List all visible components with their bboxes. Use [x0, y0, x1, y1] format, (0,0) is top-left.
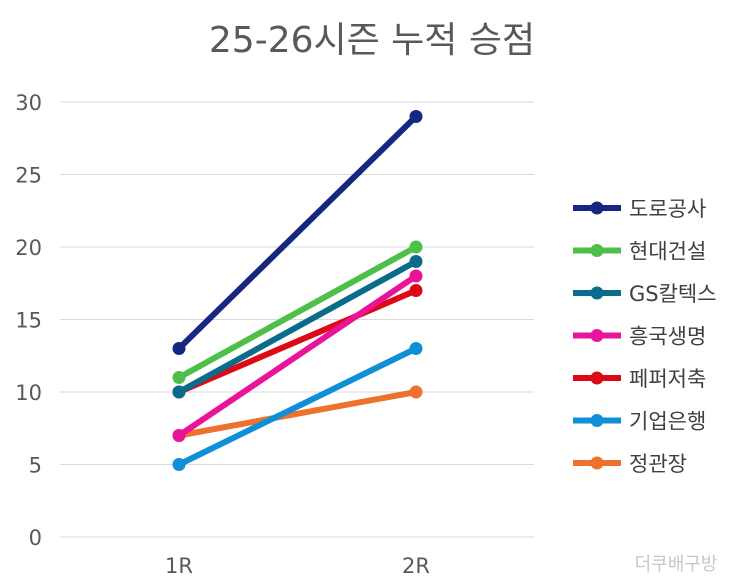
legend-label: 도로공사	[629, 197, 706, 221]
legend-swatch-marker	[590, 244, 604, 257]
series-lines	[172, 110, 423, 471]
legend-label: 기업은행	[629, 410, 706, 434]
data-point	[409, 342, 423, 355]
y-tick-label: 15	[15, 309, 42, 333]
y-tick-label: 30	[15, 91, 42, 115]
legend-label: 흥국생명	[629, 325, 706, 349]
series-line	[176, 113, 419, 352]
x-tick-label: 2R	[402, 554, 430, 578]
legend-label: 페퍼저축	[629, 367, 706, 391]
legend-swatch-marker	[590, 286, 604, 300]
legend-swatch-marker	[590, 329, 604, 342]
data-point	[409, 110, 423, 123]
data-point	[172, 371, 186, 384]
legend-label: 현대건설	[629, 240, 706, 264]
series-line	[176, 258, 419, 395]
x-axis: 1R 2R	[165, 554, 430, 578]
series-line	[176, 273, 419, 439]
legend-swatch-marker	[590, 201, 604, 215]
series-line	[176, 389, 419, 439]
data-point	[409, 269, 423, 283]
series-line	[176, 345, 419, 468]
y-tick-label: 10	[15, 381, 42, 405]
data-point	[172, 385, 186, 399]
legend-label: 정관장	[629, 452, 687, 476]
data-point	[409, 240, 423, 254]
series-line	[176, 244, 419, 381]
grid	[60, 101, 534, 538]
x-tick-label: 1R	[165, 554, 193, 578]
legend-label: GS칼텍스	[629, 282, 717, 306]
y-axis: 0 5 10 15 20 25 30	[15, 91, 42, 550]
data-point	[409, 284, 423, 297]
data-point	[172, 429, 186, 442]
y-tick-label: 25	[15, 164, 42, 188]
chart-title: 25-26시즌 누적 승점	[209, 20, 535, 61]
data-point	[409, 255, 423, 268]
y-tick-label: 0	[29, 526, 42, 550]
data-point	[409, 385, 423, 399]
legend-swatch-marker	[590, 456, 604, 470]
y-tick-label: 5	[29, 454, 42, 478]
data-point	[172, 342, 186, 355]
legend-swatch-marker	[590, 414, 604, 427]
legend-swatch-marker	[590, 371, 604, 385]
data-point	[172, 458, 186, 471]
y-tick-label: 20	[15, 236, 42, 260]
series-line	[176, 287, 419, 395]
watermark: 더쿠배구방	[635, 554, 718, 575]
